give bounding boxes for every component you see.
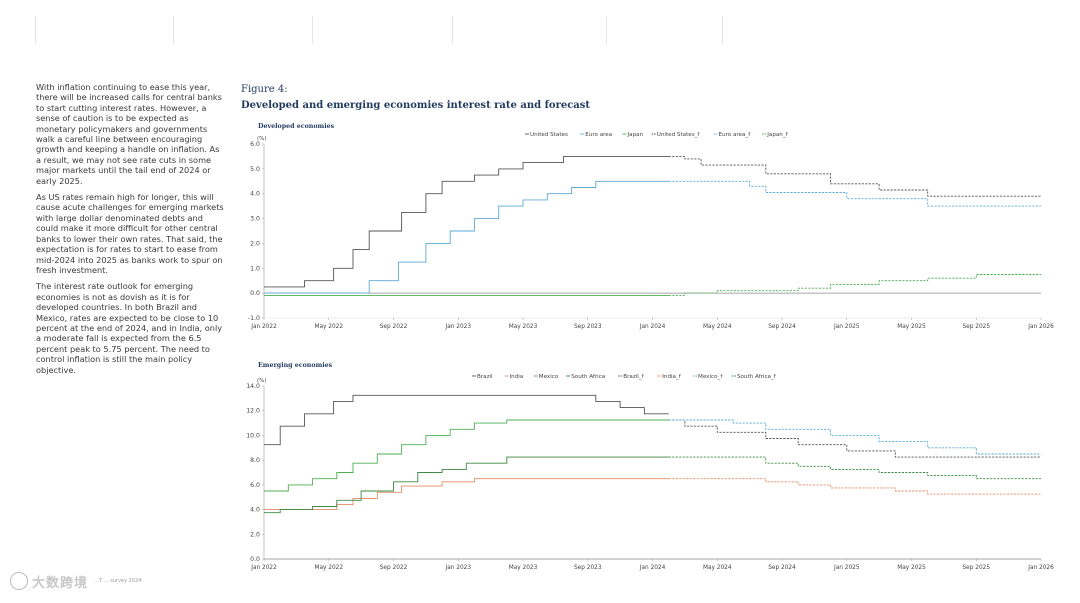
- paragraph: With inflation continuing to ease this y…: [36, 82, 222, 186]
- legend-entry: United States_f: [657, 132, 701, 138]
- legend-entry: Euro area_f: [719, 132, 752, 138]
- x-tick-label: Jan 2023: [444, 324, 471, 330]
- series-line-euro-area: [264, 180, 669, 294]
- x-tick-label: May 2022: [314, 324, 343, 330]
- y-tick-label: 6.0: [250, 141, 260, 148]
- legend-entry: Euro area: [585, 132, 612, 138]
- x-tick-label: May 2024: [703, 324, 732, 330]
- divider: [35, 16, 36, 44]
- x-tick-label: Sep 2024: [768, 324, 796, 330]
- divider: [173, 16, 174, 44]
- y-tick-label: 2.0: [250, 240, 260, 247]
- legend-entry: United States: [530, 132, 568, 138]
- y-tick-label: -1.0: [248, 315, 260, 322]
- x-tick-label: Sep 2022: [380, 324, 408, 330]
- divider: [606, 16, 607, 44]
- x-tick-label: Jan 2022: [250, 324, 277, 330]
- watermark-text: 大数跨境: [32, 575, 89, 591]
- x-tick-label: May 2025: [897, 324, 926, 330]
- legend-entry: Japan_f: [766, 132, 788, 138]
- y-tick-label: 1.0: [250, 265, 260, 272]
- watermark-icon: [10, 572, 28, 590]
- source-note: …T … survey 2024: [94, 578, 142, 584]
- y-tick-label: 4.0: [250, 191, 260, 198]
- developed-panel-title: Developed economies: [258, 123, 335, 130]
- divider: [452, 16, 453, 44]
- x-tick-label: Sep 2025: [962, 324, 990, 330]
- legend-entry: Japan: [627, 132, 644, 138]
- series-line-euro-area-f: [668, 180, 1041, 207]
- figure-label: Figure 4:: [241, 84, 288, 95]
- y-unit-label: (%): [257, 136, 267, 142]
- top-dividers: [0, 16, 1080, 46]
- series-line-japan-f: [668, 274, 1041, 297]
- x-tick-label: May 2023: [509, 324, 538, 330]
- x-tick-label: Jan 2026: [1027, 324, 1054, 330]
- series-line-united-states: [264, 155, 669, 288]
- series-line-united-states-f: [668, 155, 1041, 197]
- paragraph: The interest rate outlook for emerging e…: [36, 281, 223, 375]
- y-tick-label: 0.0: [250, 290, 260, 297]
- x-tick-label: Jan 2024: [639, 324, 666, 330]
- y-tick-label: 5.0: [250, 166, 260, 173]
- footer: 大数跨境 …T … survey 2024: [10, 570, 141, 592]
- figure-title: Developed and emerging economies interes…: [241, 100, 591, 111]
- y-tick-label: 3.0: [250, 216, 260, 223]
- divider: [722, 16, 723, 44]
- x-tick-label: Sep 2023: [574, 324, 602, 330]
- paragraph: As US rates remain high for longer, this…: [36, 192, 224, 275]
- x-tick-label: Jan 2025: [833, 324, 860, 330]
- emerging-panel-title: Emerging economies: [258, 362, 333, 369]
- article-body: With inflation continuing to ease this y…: [36, 82, 224, 381]
- divider: [312, 16, 313, 44]
